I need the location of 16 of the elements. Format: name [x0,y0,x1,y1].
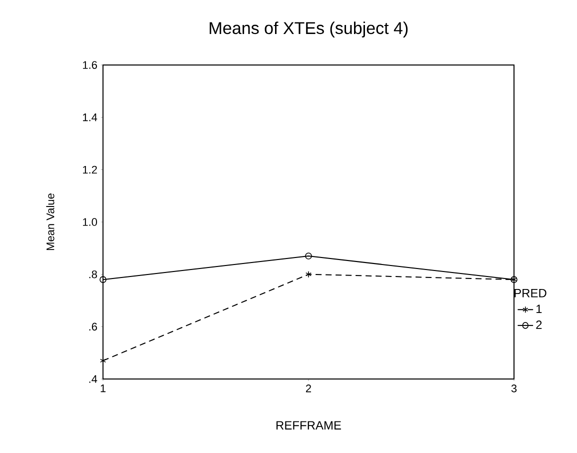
chart-title: Means of XTEs (subject 4) [210,22,408,38]
x-tick-label: 1 [100,384,106,392]
legend-title: PRED [514,289,546,298]
y-axis-title: Mean Value [46,194,54,250]
y-tick-label: .6 [89,322,97,331]
y-tick-label: 1.2 [83,166,97,174]
x-tick-label: 3 [511,384,517,392]
legend-label: 2 [536,320,542,329]
y-tick-label: .4 [89,375,98,383]
y-tick-label: 1.0 [83,218,98,226]
x-tick-label: 2 [306,384,312,392]
y-tick-label: 1.6 [83,61,97,69]
legend-label: 1 [536,304,542,314]
x-axis-title: REFFRAME [276,421,341,430]
y-tick-label: .8 [89,270,97,278]
y-tick-label: 1.4 [83,114,98,122]
